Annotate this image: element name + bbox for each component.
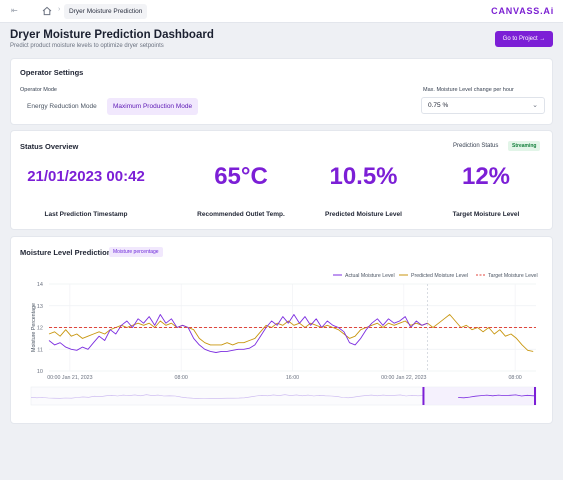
page-title: Dryer Moisture Prediction Dashboard	[10, 29, 214, 41]
navigator-selected-series	[458, 394, 537, 399]
predicted-moisture-level-label: Predicted Moisture Level	[325, 211, 402, 218]
operator-mode-label: Operator Mode	[20, 87, 57, 93]
energy-reduction-mode-option[interactable]: Energy Reduction Mode	[27, 103, 97, 110]
legend-label: Predicted Moisture Level	[411, 273, 468, 279]
y-axis-label: Moisture Percentage	[31, 303, 37, 352]
predicted-moisture-series	[48, 314, 534, 352]
moisture-chart[interactable]: 10 11 12 13 14 00:00 Jan 21, 2023 08:00 16:00 00…	[11, 237, 554, 425]
navigator-series	[30, 394, 424, 399]
status-overview-title: Status Overview	[20, 142, 79, 151]
max-moisture-change-value: 0.75 %	[428, 102, 449, 109]
legend-label: Target Moisture Level	[488, 273, 538, 279]
page-subtitle: Predict product moisture levels to optim…	[10, 43, 164, 49]
last-prediction-timestamp-value: 21/01/2023 00:42	[27, 168, 145, 185]
go-to-project-button[interactable]: Go to Project →	[495, 31, 553, 47]
chevron-down-icon: ⌄	[532, 102, 538, 109]
x-tick-label: 16:00	[286, 375, 299, 381]
x-tick-label: 00:00 Jan 22, 2023	[381, 375, 426, 381]
chart-title: Moisture Level Prediction	[20, 248, 112, 257]
status-overview-card: Status Overview Prediction Status Stream…	[10, 130, 553, 230]
legend-label: Actual Moisture Level	[345, 273, 395, 279]
recommended-outlet-temp-value: 65°C	[214, 163, 268, 190]
status-badge: Streaming	[508, 141, 541, 151]
operator-settings-card: Operator Settings Operator Mode Energy R…	[10, 58, 553, 125]
moisture-level-prediction-card: Moisture Level Prediction Moisture perce…	[10, 236, 553, 424]
home-icon[interactable]	[41, 5, 53, 17]
last-prediction-timestamp-label: Last Prediction Timestamp	[44, 211, 128, 218]
target-moisture-level-label: Target Moisture Level	[452, 211, 520, 218]
collapse-sidebar-icon[interactable]: ⇤	[11, 6, 18, 15]
y-tick-label: 14	[37, 282, 43, 288]
moisture-percentage-badge: Moisture percentage	[109, 247, 163, 257]
breadcrumb-separator: ›	[58, 6, 61, 13]
x-tick-label: 08:00	[175, 375, 188, 381]
y-tick-label: 13	[37, 304, 43, 310]
breadcrumb[interactable]: Dryer Moisture Prediction	[64, 4, 148, 19]
max-moisture-change-label: Max. Moisture Level change per hour	[423, 87, 514, 93]
y-tick-label: 10	[37, 369, 43, 375]
actual-moisture-series	[48, 314, 428, 353]
y-tick-label: 12	[37, 326, 43, 332]
maximum-production-mode-option[interactable]: Maximum Production Mode	[107, 98, 199, 115]
top-bar: ⇤ › Dryer Moisture Prediction CANVASS.Ai	[0, 0, 563, 23]
brand-logo: CANVASS.Ai	[491, 6, 554, 16]
x-tick-label: 08:00	[508, 375, 521, 381]
chart-legend: Actual Moisture Level Predicted Moisture …	[333, 273, 538, 279]
y-tick-label: 11	[37, 347, 43, 353]
prediction-status-label: Prediction Status	[453, 143, 499, 149]
x-tick-label: 00:00 Jan 21, 2023	[47, 375, 92, 381]
target-moisture-level-value: 12%	[461, 163, 511, 190]
navigator-handle-left[interactable]	[422, 387, 425, 405]
operator-settings-title: Operator Settings	[20, 68, 84, 77]
recommended-outlet-temp-label: Recommended Outlet Temp.	[197, 211, 285, 218]
predicted-moisture-level-value: 10.5%	[329, 163, 398, 190]
navigator-handle-right[interactable]	[534, 387, 536, 405]
max-moisture-change-select[interactable]: 0.75 % ⌄	[421, 97, 545, 114]
